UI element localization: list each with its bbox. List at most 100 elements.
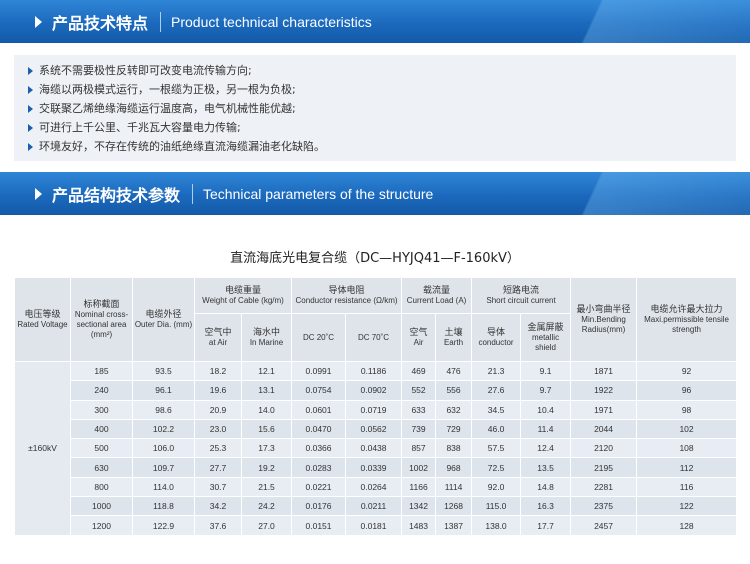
cell-short-shield: 16.3	[520, 496, 572, 517]
spec-table: 电压等级 Rated Voltage 标称截面 Nominal cross-sect…	[14, 277, 738, 536]
cell-section: 630	[70, 457, 133, 478]
cell-short-conductor: 138.0	[471, 515, 522, 536]
cell-load-air: 552	[401, 380, 437, 401]
cell-tensile: 102	[636, 418, 738, 440]
cell-tensile: 108	[636, 438, 738, 459]
cell-short-shield: 13.5	[520, 457, 572, 478]
cell-short-shield: 9.7	[520, 380, 572, 401]
cell-tensile: 96	[636, 380, 738, 401]
header-dc20: DC 20˚C	[291, 313, 347, 362]
cell-load-air: 857	[401, 438, 437, 459]
cell-weight-air: 27.7	[194, 457, 242, 478]
cell-short-conductor: 46.0	[471, 418, 522, 440]
section-title-en: Product technical characteristics	[171, 13, 372, 30]
cell-weight-marine: 15.6	[240, 418, 293, 440]
header-dc70: DC 70˚C	[345, 313, 403, 362]
arrow-right-icon	[35, 15, 42, 28]
features-list: 系统不需要极性反转即可改变电流传输方向; 海缆以两极模式运行，一根缆为正极，另一…	[28, 61, 736, 156]
cell-load-air: 1002	[401, 457, 437, 478]
cell-diameter: 118.8	[132, 496, 195, 517]
cell-section: 1200	[70, 515, 133, 536]
feature-item: 交联聚乙烯绝缘海缆运行温度高，电气机械性能优越;	[28, 99, 736, 118]
cell-res-dc20: 0.0366	[291, 438, 347, 459]
cell-weight-air: 34.2	[194, 496, 242, 517]
cell-res-dc20: 0.0283	[291, 457, 347, 478]
header-load-air: 空气 Air	[401, 313, 437, 362]
cell-tensile: 128	[636, 515, 738, 536]
section-banner-characteristics: 产品技术特点 Product technical characteristics	[0, 0, 750, 43]
header-short-circuit: 短路电流 Short circuit current	[471, 277, 572, 314]
table-row: 240 96.1 19.6 13.1 0.0754 0.0902 552 556 27.6 9.7…	[15, 380, 738, 401]
cell-bending-radius: 2044	[570, 418, 638, 440]
cell-short-conductor: 115.0	[471, 496, 522, 517]
bullet-icon	[28, 66, 33, 75]
cell-weight-air: 19.6	[194, 380, 242, 401]
header-load: 载流量 Current Load (A)	[401, 277, 473, 314]
cell-load-air: 1166	[401, 476, 437, 498]
cell-weight-air: 37.6	[194, 515, 242, 536]
cell-weight-air: 20.9	[194, 399, 242, 420]
cell-diameter: 114.0	[132, 476, 195, 498]
section-title-cn: 产品结构技术参数	[52, 185, 181, 205]
cell-load-air: 1483	[401, 515, 437, 536]
cell-diameter: 98.6	[132, 399, 195, 420]
cell-weight-marine: 14.0	[240, 399, 293, 420]
cell-load-earth: 968	[435, 457, 473, 478]
cell-diameter: 106.0	[132, 438, 195, 459]
cell-tensile: 92	[636, 360, 738, 382]
cell-res-dc20: 0.0176	[291, 496, 347, 517]
features-panel: 系统不需要极性反转即可改变电流传输方向; 海缆以两极模式运行，一根缆为正极，另一…	[14, 55, 736, 161]
cell-short-shield: 17.7	[520, 515, 572, 536]
cell-short-conductor: 34.5	[471, 399, 522, 420]
cell-weight-air: 30.7	[194, 476, 242, 498]
cell-res-dc20: 0.0991	[291, 360, 347, 382]
cell-short-conductor: 27.6	[471, 380, 522, 401]
section-title-en: Technical parameters of the structure	[203, 185, 434, 202]
table-row: 400 102.2 23.0 15.6 0.0470 0.0562 739 729 46.0 11…	[15, 418, 738, 440]
cell-short-conductor: 21.3	[471, 360, 522, 382]
cell-load-earth: 1114	[435, 476, 473, 498]
cell-section: 240	[70, 380, 133, 401]
banner-decoration	[510, 172, 750, 215]
header-short-conductor: 导体 conductor	[471, 313, 522, 362]
cell-bending-radius: 1971	[570, 399, 638, 420]
cell-res-dc70: 0.0902	[345, 380, 403, 401]
table-row: 500 106.0 25.3 17.3 0.0366 0.0438 857 838 57.5 12…	[15, 438, 738, 459]
table-row: ±160kV 185 93.5 18.2 12.1 0.0991 0.1186 469 476 2…	[14, 360, 738, 536]
arrow-right-icon	[35, 187, 42, 200]
header-diameter: 电缆外径 Outer Dia. (mm)	[132, 277, 195, 362]
cell-bending-radius: 2195	[570, 457, 638, 478]
cell-short-shield: 12.4	[520, 438, 572, 459]
title-divider	[192, 183, 194, 204]
cell-weight-air: 23.0	[194, 418, 242, 440]
header-bending: 最小弯曲半径 Min.Bending Radius(mm)	[570, 277, 638, 362]
cell-load-earth: 476	[435, 360, 473, 382]
cell-weight-marine: 13.1	[240, 380, 293, 401]
cell-bending-radius: 2375	[570, 496, 638, 517]
cell-weight-marine: 19.2	[240, 457, 293, 478]
cell-load-earth: 1268	[435, 496, 473, 517]
cell-short-shield: 9.1	[520, 360, 572, 382]
cell-res-dc70: 0.0562	[345, 418, 403, 440]
cell-load-earth: 1387	[435, 515, 473, 536]
cell-tensile: 116	[636, 476, 738, 498]
cell-diameter: 122.9	[132, 515, 195, 536]
header-voltage: 电压等级 Rated Voltage	[14, 277, 71, 362]
table-row: 1000 118.8 34.2 24.2 0.0176 0.0211 1342 1268 115…	[15, 496, 738, 517]
feature-item: 海缆以两极模式运行，一根缆为正极，另一根为负极;	[28, 80, 736, 99]
feature-item: 环境友好，不存在传统的油纸绝缘直流海缆漏油老化缺陷。	[28, 137, 736, 156]
cell-tensile: 122	[636, 496, 738, 517]
table-row: 300 98.6 20.9 14.0 0.0601 0.0719 633 632 34.5 10.…	[15, 399, 738, 420]
cell-res-dc70: 0.1186	[345, 360, 403, 382]
cell-tensile: 112	[636, 457, 738, 478]
cell-section: 300	[70, 399, 133, 420]
spec-table-body: ±160kV 185 93.5 18.2 12.1 0.0991 0.1186 469 476 2…	[14, 360, 738, 536]
cell-short-shield: 10.4	[520, 399, 572, 420]
section-title-cn: 产品技术特点	[52, 13, 149, 33]
cell-diameter: 96.1	[132, 380, 195, 401]
cell-res-dc20: 0.0601	[291, 399, 347, 420]
cell-load-air: 1342	[401, 496, 437, 517]
cell-res-dc20: 0.0151	[291, 515, 347, 536]
table-title: 直流海底光电复合缆（DC—HYJQ41—F-160kV）	[230, 251, 520, 266]
header-weight-marine: 海水中 In Marine	[240, 313, 293, 362]
